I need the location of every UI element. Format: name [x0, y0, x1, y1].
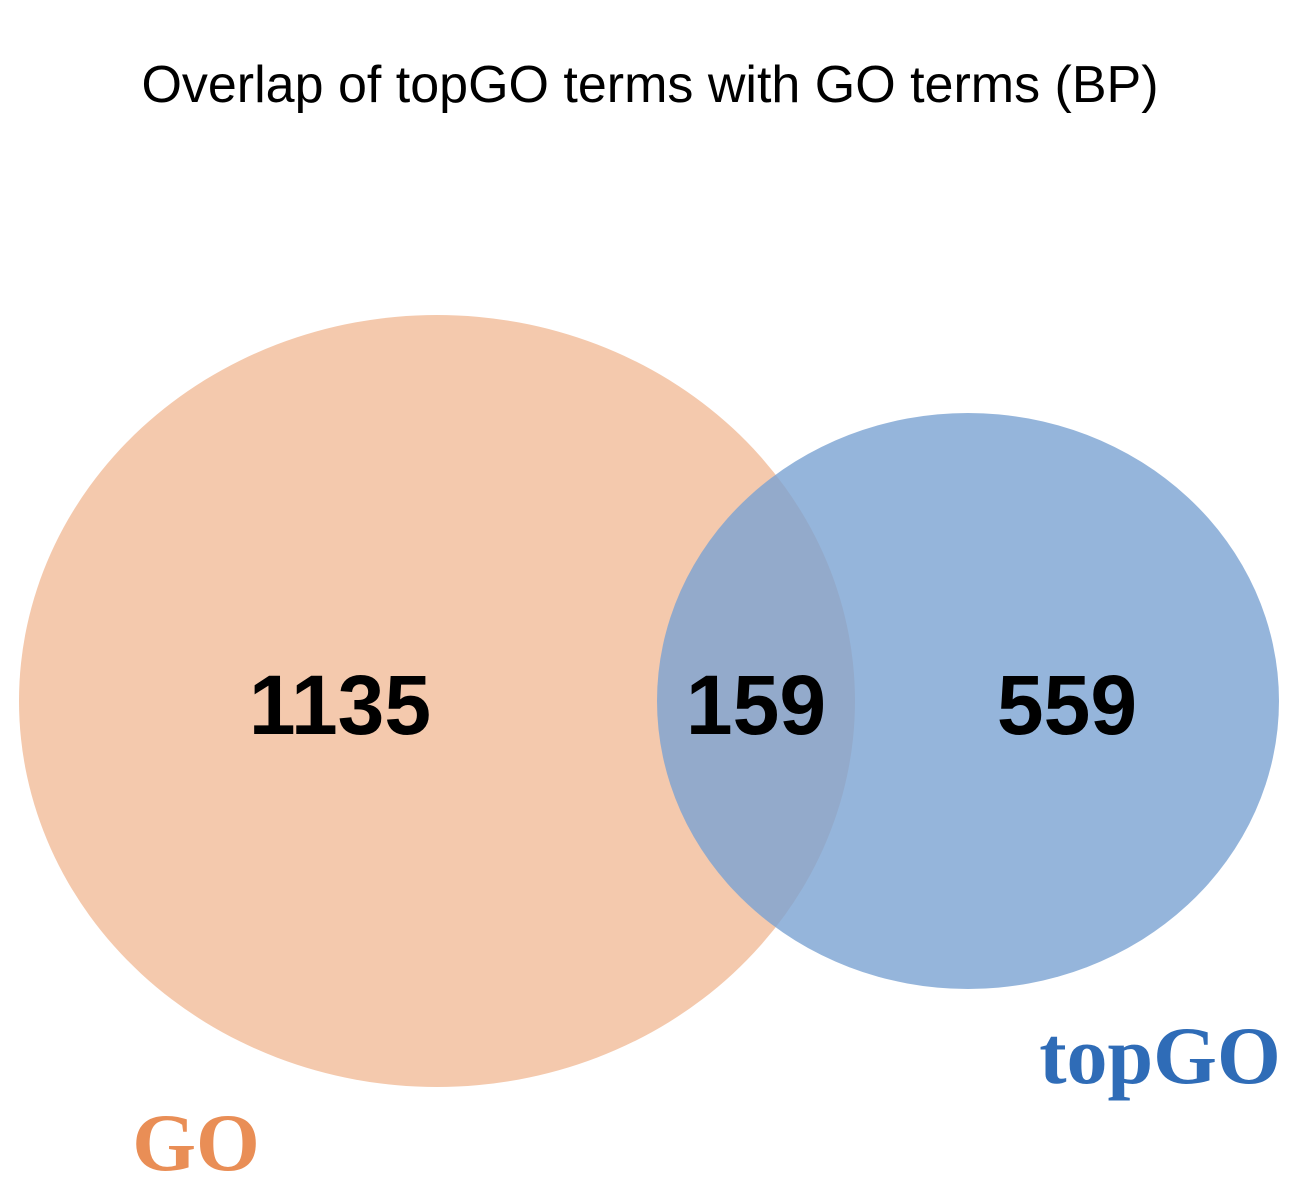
chart-title: Overlap of topGO terms with GO terms (BP…	[141, 56, 1158, 114]
overlap-count: 159	[686, 658, 826, 752]
go-set-circle	[19, 315, 855, 1087]
go-only-count: 1135	[249, 658, 431, 752]
topgo-set-circle	[657, 413, 1279, 989]
topgo-only-count: 559	[997, 658, 1137, 752]
go-set-label: GO	[132, 1097, 260, 1188]
topgo-set-label: topGO	[1039, 1010, 1280, 1101]
